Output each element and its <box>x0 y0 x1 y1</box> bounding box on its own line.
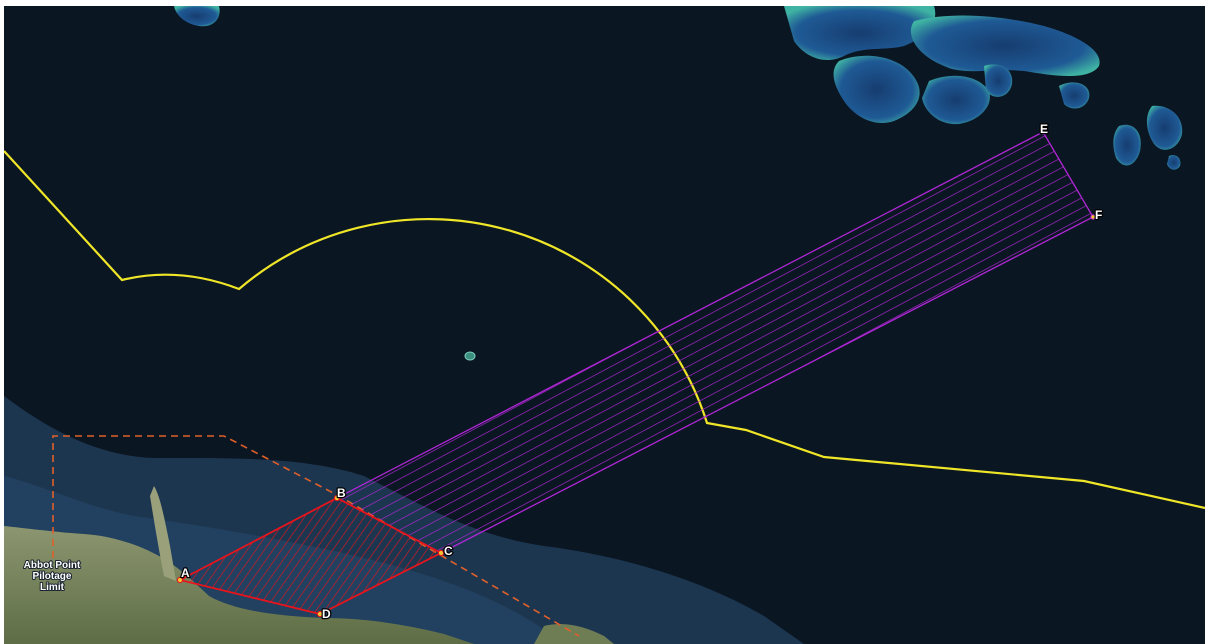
land-right <box>534 624 614 644</box>
point-marker-d[interactable] <box>316 610 324 618</box>
small-island <box>464 351 476 361</box>
point-marker-b[interactable] <box>333 494 341 502</box>
place-label-line-2: Pilotage <box>33 571 72 582</box>
point-label-a: A <box>181 566 190 580</box>
point-marker-c[interactable] <box>437 549 445 557</box>
headland <box>150 486 176 581</box>
point-label-d: D <box>322 607 331 621</box>
pilotage-limit-line <box>52 435 580 637</box>
place-label-line-3: Limit <box>40 582 65 593</box>
place-label-line-1: Abbot Point <box>24 560 81 571</box>
point-label-b: B <box>337 486 346 500</box>
point-marker-e[interactable] <box>1040 129 1046 135</box>
coastline-land <box>4 526 474 644</box>
reef-cluster <box>174 6 1183 170</box>
map-frame[interactable]: A B C D E F Abbot Point Pilotage Limit <box>4 6 1205 644</box>
point-label-c: C <box>444 544 453 558</box>
place-label-abbot-point: Abbot Point Pilotage Limit <box>23 559 82 594</box>
point-markers <box>176 129 1096 618</box>
satellite-map[interactable]: A B C D E F Abbot Point Pilotage Limit <box>4 6 1205 644</box>
point-label-f: F <box>1095 208 1102 222</box>
point-label-e: E <box>1040 122 1048 136</box>
point-marker-f[interactable] <box>1090 214 1096 220</box>
point-marker-a[interactable] <box>176 576 184 584</box>
